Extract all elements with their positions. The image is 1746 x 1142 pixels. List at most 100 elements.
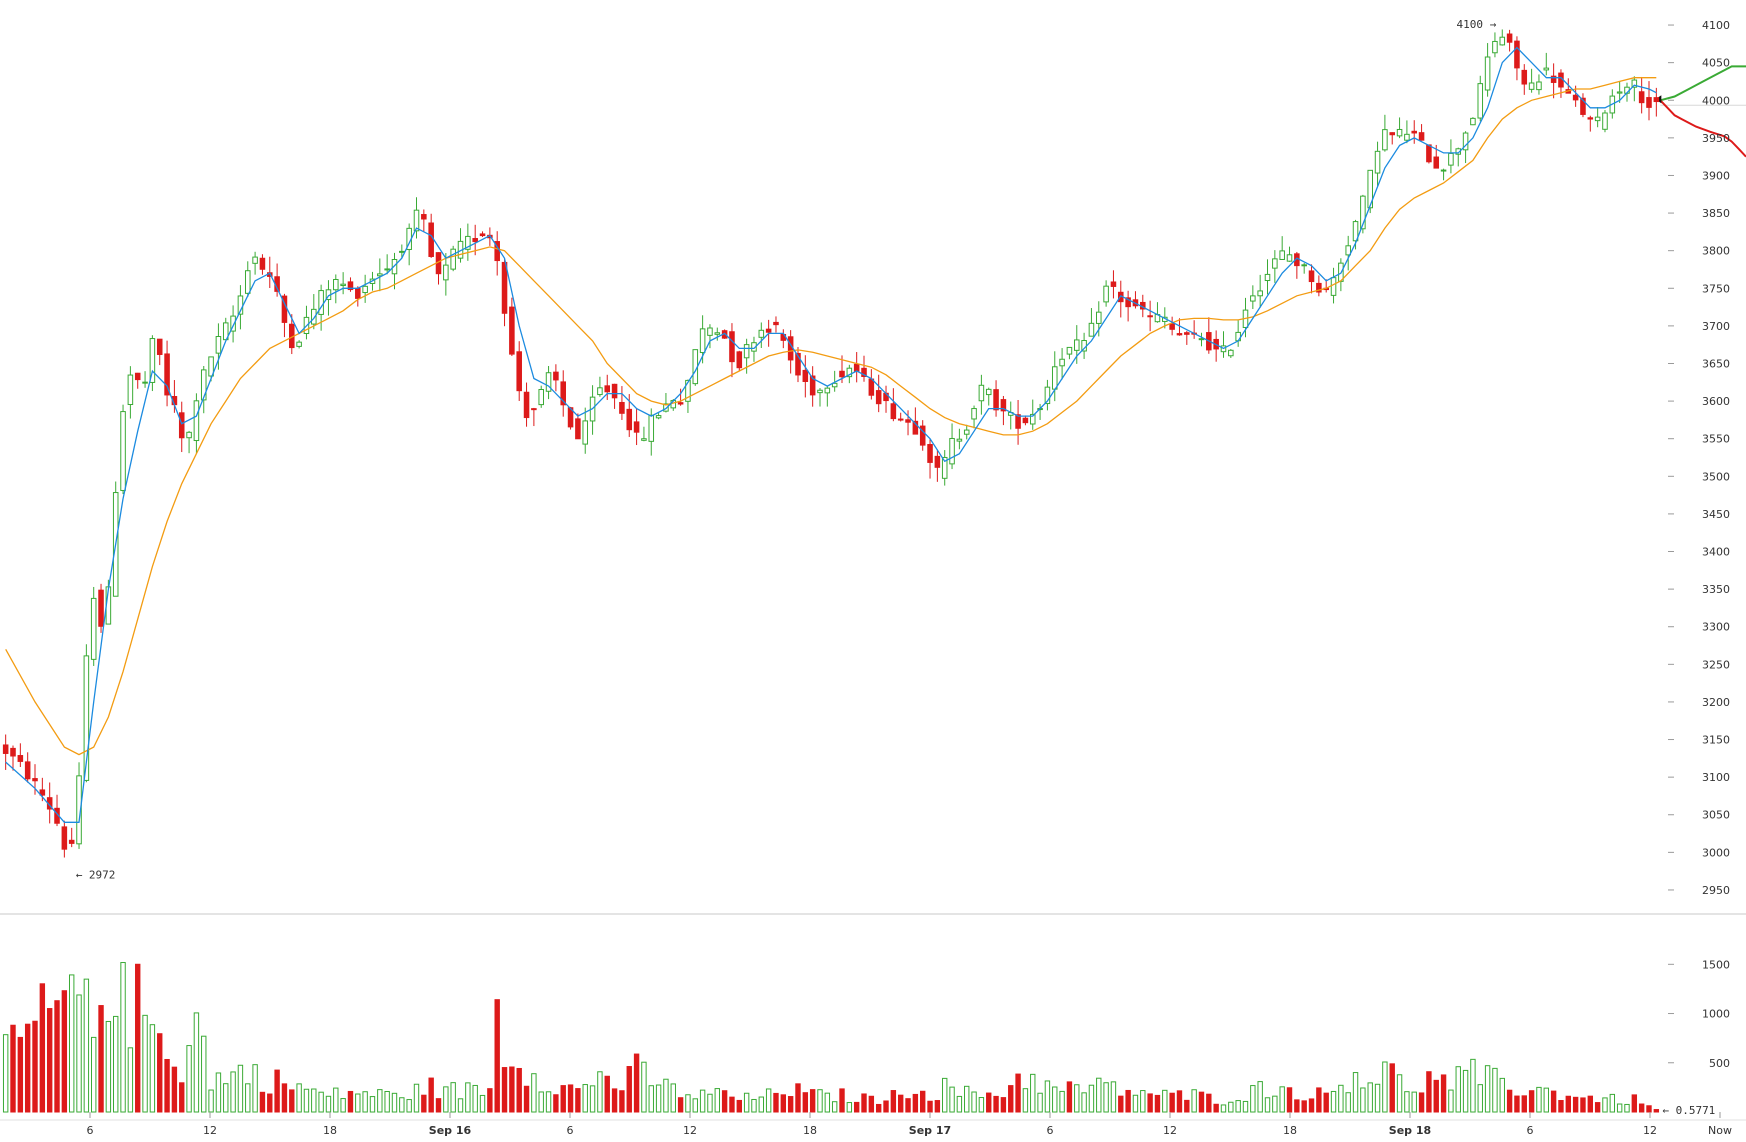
- volume-bar: [787, 1096, 794, 1113]
- candle-body: [978, 384, 985, 402]
- volume-bar: [597, 1071, 603, 1113]
- volume-bar: [267, 1093, 273, 1113]
- volume-bar: [421, 1094, 427, 1113]
- volume-bar: [942, 1077, 948, 1113]
- volume-bar: [531, 1073, 537, 1113]
- volume-bar: [479, 1094, 486, 1113]
- candle-body: [707, 327, 713, 336]
- volume-bar: [964, 1085, 970, 1113]
- price-tick-label: 2950: [1702, 884, 1730, 897]
- volume-bar: [949, 1086, 955, 1113]
- candle-body: [538, 389, 544, 406]
- volume-bar: [773, 1092, 779, 1113]
- price-tick-label: 4050: [1702, 57, 1730, 70]
- candle-body: [1257, 290, 1263, 297]
- candle-body: [1492, 40, 1498, 54]
- candle-body: [450, 248, 456, 270]
- price-tick-label: 3500: [1702, 470, 1730, 483]
- volume-bar: [428, 1077, 434, 1113]
- candle-body: [619, 401, 625, 414]
- candle-body: [1022, 417, 1029, 424]
- candle-body: [384, 268, 390, 271]
- lower-projection-line: [1659, 99, 1746, 158]
- volume-bar: [274, 1069, 280, 1113]
- volume-bar: [435, 1098, 442, 1113]
- candle-body: [1536, 81, 1542, 91]
- candle-body: [1543, 67, 1550, 71]
- candle-body: [1059, 358, 1065, 367]
- candle-body: [560, 381, 566, 406]
- candle-body: [465, 235, 471, 250]
- volume-bar: [2, 1034, 9, 1113]
- candle-body: [633, 421, 640, 433]
- candle-body: [186, 431, 192, 439]
- candle-body: [1448, 152, 1454, 166]
- volume-tick-label: 1000: [1702, 1008, 1730, 1021]
- volume-bar: [333, 1087, 339, 1113]
- candle-body: [1176, 333, 1183, 336]
- volume-bar: [149, 1024, 156, 1113]
- volume-bar: [1338, 1084, 1344, 1113]
- time-tick-label: Sep 18: [1389, 1124, 1431, 1137]
- candle-body: [149, 338, 156, 383]
- candle-body: [1044, 386, 1051, 405]
- volume-bar: [91, 1036, 97, 1113]
- candle-body: [391, 259, 398, 275]
- volume-bar: [1154, 1094, 1161, 1113]
- volume-bar: [1499, 1077, 1505, 1113]
- volume-bar: [1330, 1090, 1337, 1113]
- price-tick-label: 3150: [1702, 734, 1730, 747]
- volume-bar: [1088, 1084, 1095, 1113]
- volume-bar: [560, 1085, 566, 1113]
- candle-body: [17, 755, 24, 762]
- candle-body: [531, 408, 537, 411]
- volume-bar: [875, 1103, 882, 1113]
- candle-body: [553, 371, 559, 381]
- candle-body: [817, 389, 823, 394]
- volume-bar: [325, 1095, 332, 1113]
- volume-bar: [1345, 1092, 1351, 1113]
- volume-bar: [1492, 1067, 1498, 1113]
- volume-tick-label: 1500: [1702, 958, 1730, 971]
- volume-bar: [215, 1072, 222, 1113]
- price-tick-label: 3250: [1702, 658, 1730, 671]
- volume-bar: [1418, 1092, 1425, 1113]
- candle-body: [729, 331, 735, 363]
- projection-lines: [1655, 65, 1746, 158]
- candle-body: [1066, 346, 1073, 355]
- candle-body: [1029, 413, 1036, 425]
- volume-bar: [127, 1047, 134, 1113]
- volume-bar: [1462, 1069, 1469, 1113]
- volume-bar: [905, 1098, 911, 1113]
- volume-bar: [780, 1094, 787, 1113]
- candle-body: [949, 437, 955, 465]
- volume-bar: [1506, 1089, 1513, 1113]
- volume-bar: [179, 1082, 185, 1113]
- candle-body: [1125, 297, 1131, 308]
- volume-bar: [1081, 1092, 1087, 1113]
- candle-body: [296, 341, 302, 347]
- volume-bar: [1008, 1085, 1014, 1113]
- time-tick-label: 18: [803, 1124, 817, 1137]
- candle-body: [68, 839, 75, 844]
- candle-body: [934, 455, 941, 468]
- price-tick-label: 3700: [1702, 320, 1730, 333]
- candle-body: [509, 306, 515, 355]
- candle-body: [1506, 33, 1513, 43]
- volume-bar: [1125, 1089, 1131, 1113]
- volume-bar: [193, 1012, 200, 1113]
- low-price-label: ← 2972: [76, 868, 116, 881]
- volume-bar: [1235, 1100, 1241, 1113]
- candle-body: [787, 336, 794, 361]
- candle-body: [134, 372, 141, 381]
- volume-bar: [17, 1036, 24, 1113]
- fast-moving-average-line: [5, 46, 1657, 823]
- candle-body: [1110, 281, 1117, 287]
- candle-body: [604, 385, 611, 393]
- volume-bar: [758, 1096, 765, 1113]
- candle-body: [333, 278, 339, 291]
- volume-bar: [68, 974, 75, 1113]
- volume-bar: [824, 1092, 831, 1113]
- candle-body: [362, 285, 368, 294]
